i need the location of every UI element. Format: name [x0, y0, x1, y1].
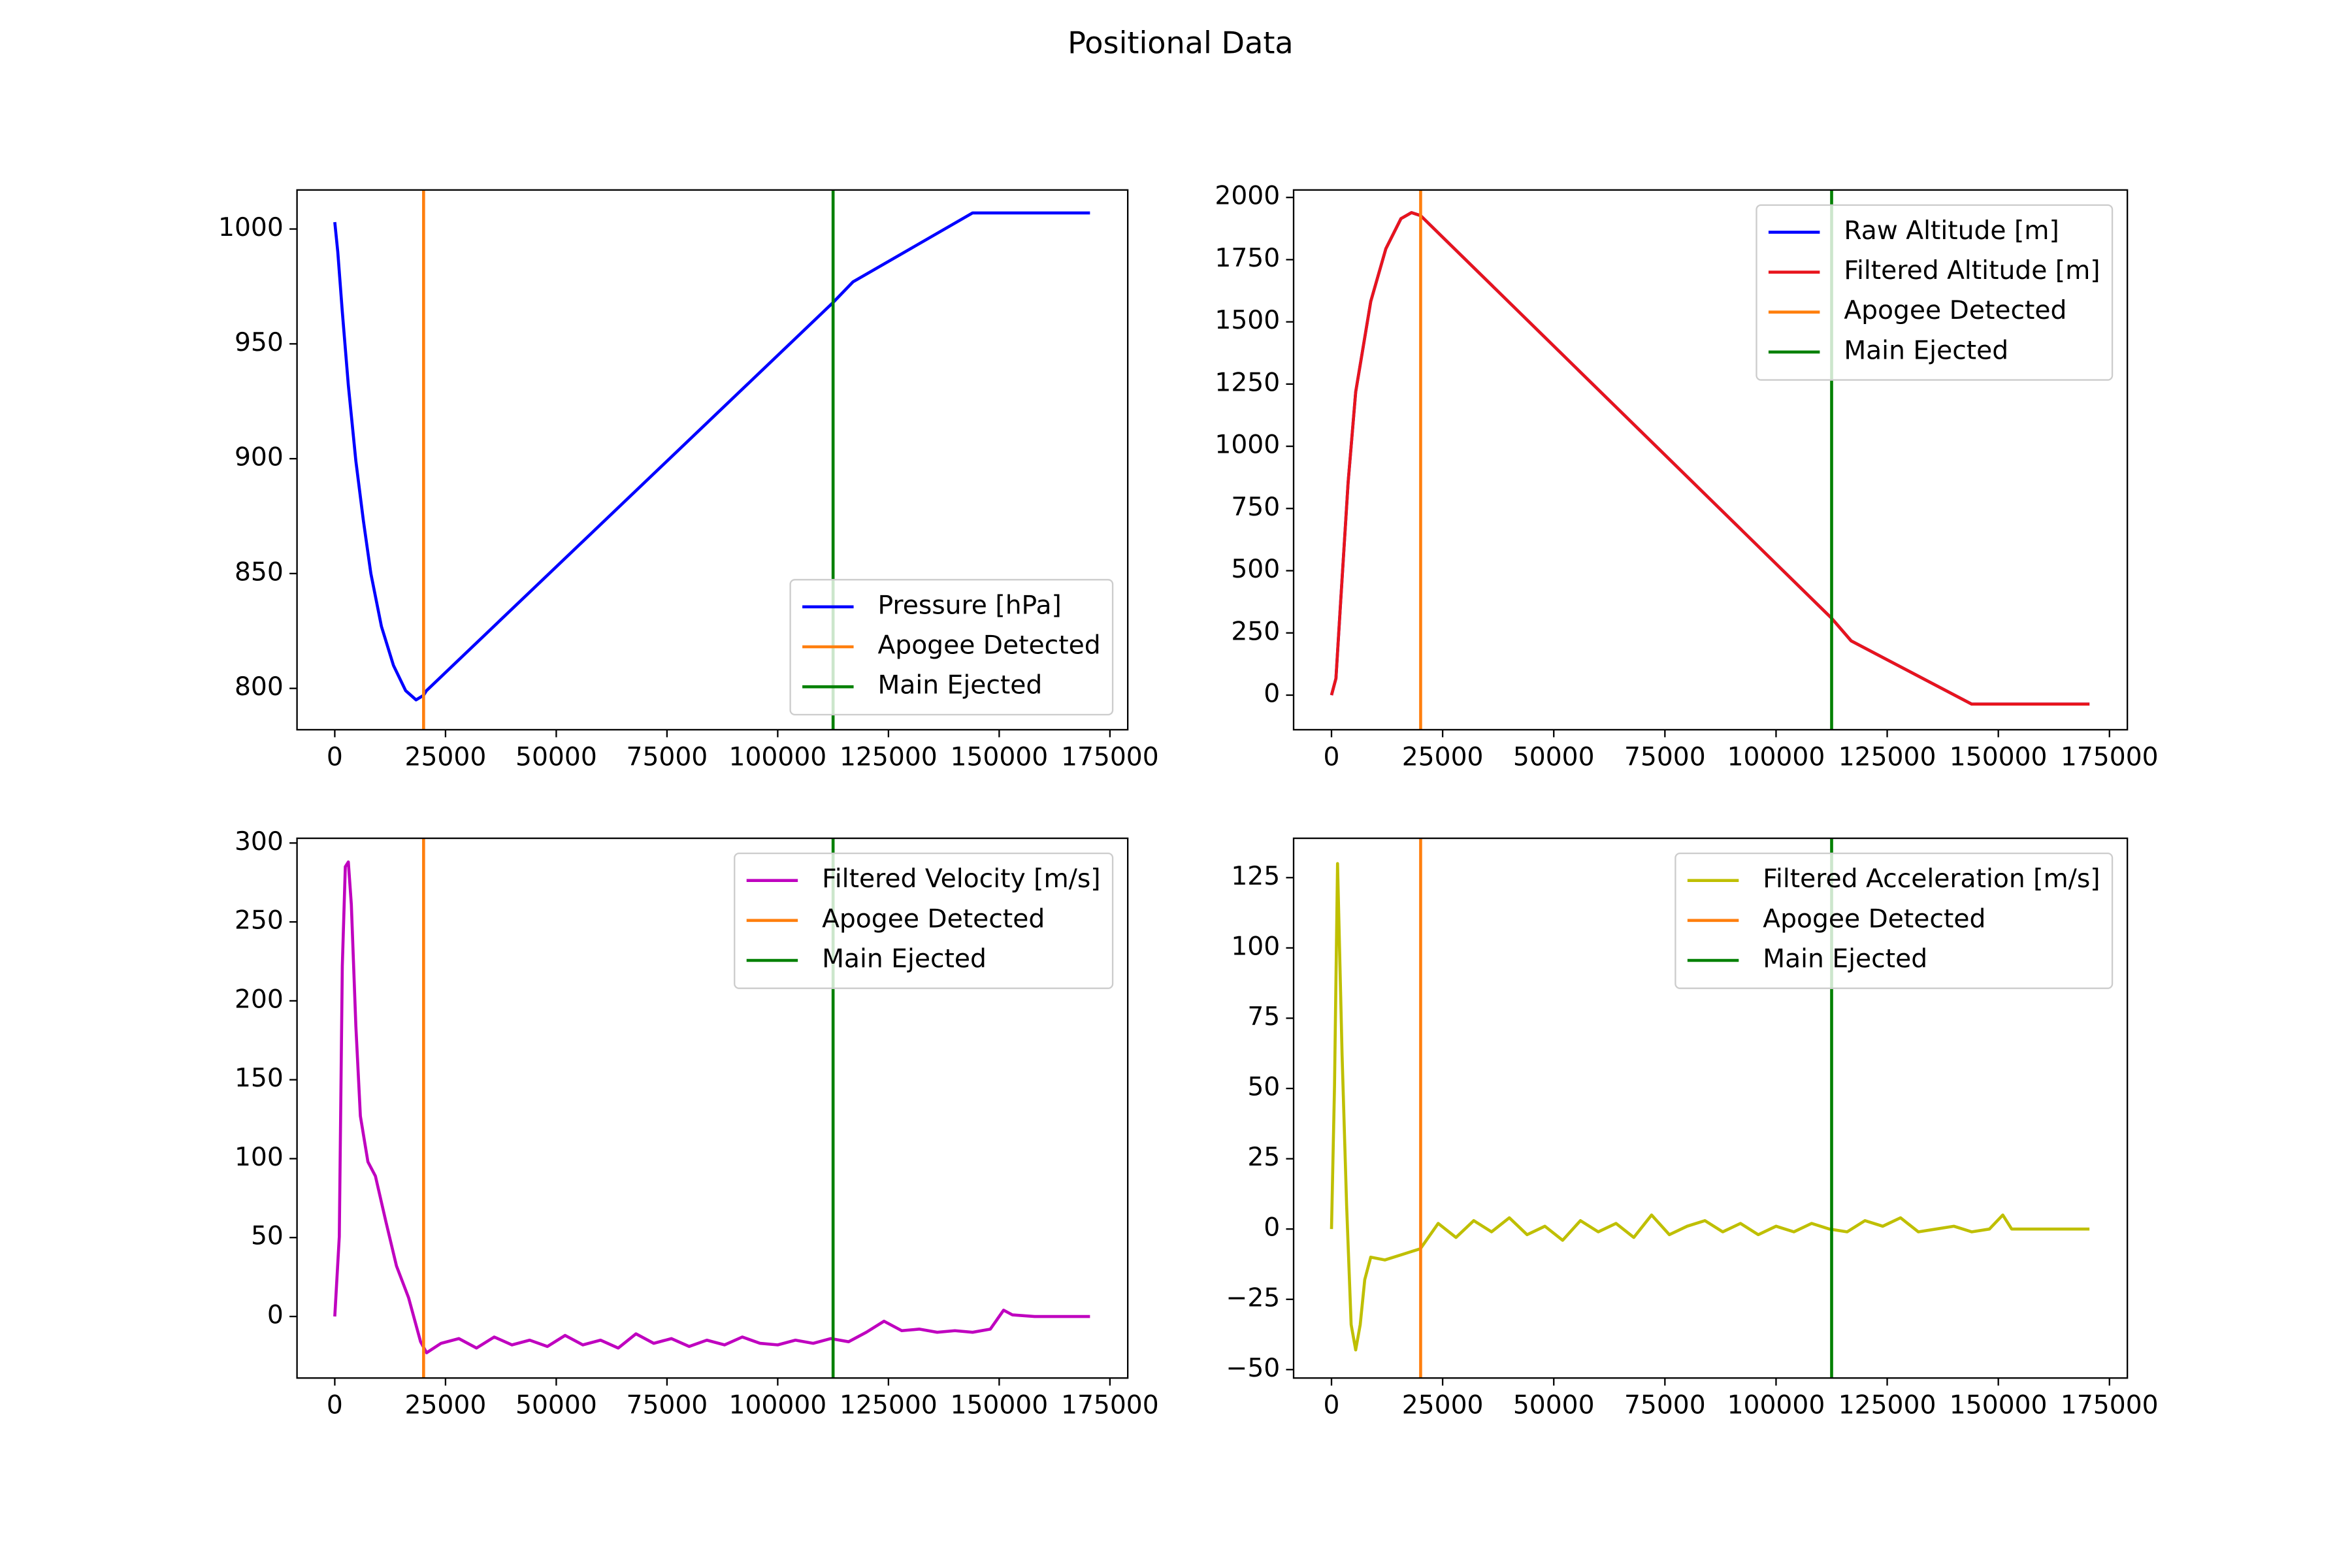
axes-frame — [296, 837, 1129, 1379]
legend-label: Apogee Detected — [1844, 296, 2066, 325]
x-tick-label: 50000 — [1513, 1391, 1595, 1420]
subplot: 0 25000 50000 75000 100000 125000 150000 175000… — [1226, 837, 2159, 1420]
subplot: 0 25000 50000 75000 100000 125000 150000 175000… — [1215, 182, 2158, 772]
x-tick-label: 125000 — [840, 1391, 938, 1420]
y-tick-label: 50 — [251, 1222, 284, 1251]
x-tick-label: 100000 — [1727, 742, 1825, 772]
x-tick-label: 25000 — [405, 1391, 487, 1420]
y-tick-label: 0 — [1264, 679, 1280, 708]
data-line — [333, 860, 1090, 1354]
y-tick-label: 300 — [235, 827, 284, 857]
y-tick-label: 850 — [235, 557, 284, 587]
x-tick-label: 100000 — [729, 1391, 827, 1420]
subplot: 0 25000 50000 75000 100000 125000 150000 175000… — [235, 827, 1159, 1420]
legend-label: Main Ejected — [877, 671, 1042, 700]
subplot: 0 25000 50000 75000 100000 125000 150000 175000… — [218, 189, 1159, 772]
legend: Raw Altitude [m] Filtered Altitude [m] Apo… — [1756, 204, 2114, 381]
x-tick-label: 25000 — [405, 742, 487, 772]
y-tick-label: 500 — [1231, 555, 1280, 584]
y-tick-label: 1000 — [1215, 431, 1280, 460]
y-tick-label: 50 — [1247, 1073, 1280, 1102]
y-tick-label: 950 — [235, 328, 284, 357]
legend-frame — [1756, 204, 2114, 381]
y-tick-label: −50 — [1226, 1354, 1280, 1383]
legend-frame — [789, 579, 1114, 715]
legend: Filtered Acceleration [m/s] Apogee Detect… — [1674, 853, 2114, 989]
y-tick-label: 2000 — [1215, 182, 1280, 211]
x-tick-label: 150000 — [951, 1391, 1049, 1420]
x-tick-label: 25000 — [1402, 1391, 1484, 1420]
y-tick-label: 100 — [235, 1143, 284, 1172]
x-tick-label: 125000 — [1838, 1391, 1936, 1420]
legend-label: Apogee Detected — [1763, 904, 1985, 934]
x-tick-label: 150000 — [1950, 742, 2048, 772]
y-tick-label: 1500 — [1215, 306, 1280, 335]
legend-frame — [1674, 853, 2114, 989]
y-tick-label: 125 — [1231, 862, 1280, 891]
axes-frame — [1292, 189, 2129, 731]
x-tick-label: 75000 — [627, 742, 708, 772]
x-tick-label: 150000 — [951, 742, 1049, 772]
x-tick-label: 100000 — [729, 742, 827, 772]
x-tick-label: 75000 — [1624, 1391, 1706, 1420]
y-tick-label: 75 — [1247, 1002, 1280, 1032]
y-tick-label: 200 — [235, 985, 284, 1014]
x-tick-label: 75000 — [1624, 742, 1706, 772]
legend-label: Apogee Detected — [822, 904, 1045, 934]
x-tick-label: 50000 — [515, 742, 597, 772]
legend-label: Filtered Velocity [m/s] — [822, 864, 1101, 894]
y-tick-label: 1250 — [1215, 368, 1280, 397]
y-tick-label: 150 — [235, 1064, 284, 1093]
y-tick-label: 250 — [235, 906, 284, 936]
x-tick-label: 125000 — [840, 742, 938, 772]
legend-label: Filtered Altitude [m] — [1844, 256, 2100, 286]
y-tick-label: 800 — [235, 672, 284, 702]
x-tick-label: 25000 — [1402, 742, 1484, 772]
x-tick-label: 50000 — [1513, 742, 1595, 772]
x-tick-label: 0 — [327, 1391, 343, 1420]
x-tick-label: 0 — [1324, 1391, 1340, 1420]
legend-label: Main Ejected — [822, 945, 987, 974]
x-tick-label: 125000 — [1838, 742, 1936, 772]
y-tick-label: 750 — [1231, 493, 1280, 522]
x-tick-label: 100000 — [1727, 1391, 1825, 1420]
legend-frame — [734, 853, 1114, 989]
axes-frame — [1292, 837, 2129, 1379]
x-tick-label: 0 — [327, 742, 343, 772]
x-tick-label: 175000 — [1061, 1391, 1159, 1420]
y-tick-label: 0 — [267, 1301, 284, 1330]
legend-label: Main Ejected — [1844, 336, 2008, 365]
legend-label: Apogee Detected — [877, 631, 1100, 661]
y-tick-label: 0 — [1264, 1213, 1280, 1243]
x-tick-label: 75000 — [627, 1391, 708, 1420]
y-tick-label: 1750 — [1215, 244, 1280, 273]
y-tick-label: 25 — [1247, 1143, 1280, 1172]
x-tick-label: 175000 — [1061, 742, 1159, 772]
x-tick-label: 50000 — [515, 1391, 597, 1420]
legend-label: Filtered Acceleration [m/s] — [1763, 864, 2100, 894]
y-tick-label: −25 — [1226, 1283, 1280, 1313]
axes-frame — [296, 189, 1129, 731]
x-tick-label: 175000 — [2061, 742, 2159, 772]
figure-title: Positional Data — [1068, 25, 1294, 61]
data-line — [1330, 211, 2090, 706]
x-tick-label: 0 — [1324, 742, 1340, 772]
legend: Filtered Velocity [m/s] Apogee Detected Ma… — [734, 853, 1114, 989]
y-tick-label: 900 — [235, 443, 284, 472]
legend: Pressure [hPa] Apogee Detected Main Ejecte… — [789, 579, 1114, 715]
legend-label: Pressure [hPa] — [877, 591, 1061, 620]
y-tick-label: 1000 — [218, 213, 284, 242]
y-tick-label: 100 — [1231, 932, 1280, 961]
x-tick-label: 175000 — [2061, 1391, 2159, 1420]
x-tick-label: 150000 — [1950, 1391, 2048, 1420]
data-line — [333, 211, 1090, 702]
legend-label: Raw Altitude [m] — [1844, 216, 2059, 246]
legend-label: Main Ejected — [1763, 945, 1927, 974]
y-tick-label: 250 — [1231, 617, 1280, 646]
data-line — [1330, 862, 2090, 1352]
